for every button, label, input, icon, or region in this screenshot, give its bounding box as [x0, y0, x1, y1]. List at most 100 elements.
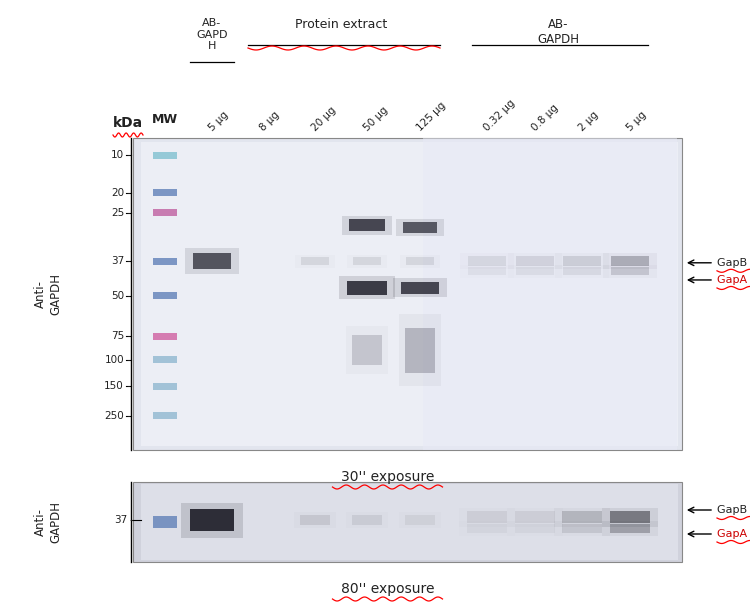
Text: 8 μg: 8 μg	[258, 109, 281, 133]
Text: 30'' exposure: 30'' exposure	[340, 470, 434, 484]
Bar	[611, 267, 649, 275]
Bar	[467, 524, 507, 533]
Text: 5 μg: 5 μg	[625, 109, 648, 133]
Bar	[153, 210, 177, 216]
Bar	[141, 142, 678, 446]
Bar	[460, 253, 514, 269]
Text: -: -	[127, 516, 134, 525]
Text: -: -	[124, 354, 130, 365]
Bar	[509, 265, 562, 277]
Text: -: -	[124, 256, 130, 266]
Bar	[153, 258, 177, 265]
Text: 150: 150	[104, 381, 124, 391]
Bar	[602, 508, 658, 527]
Bar	[610, 511, 650, 524]
Bar	[153, 516, 177, 528]
Bar	[133, 138, 682, 450]
Text: Anti-
GAPDH: Anti- GAPDH	[34, 501, 62, 543]
Bar	[185, 249, 238, 274]
Bar	[301, 257, 329, 265]
Text: 25: 25	[111, 208, 124, 218]
Text: -: -	[124, 331, 130, 341]
Bar	[193, 253, 231, 269]
Text: 50: 50	[111, 291, 124, 301]
Text: 75: 75	[111, 331, 124, 341]
Bar	[460, 265, 514, 277]
Text: 50 μg: 50 μg	[362, 105, 390, 133]
Text: 10: 10	[111, 150, 124, 160]
Text: -: -	[124, 150, 130, 160]
Bar	[554, 508, 610, 527]
Bar	[554, 521, 610, 536]
Text: 100: 100	[104, 354, 124, 365]
Text: -: -	[124, 291, 130, 301]
Text: 37: 37	[111, 256, 124, 266]
Bar	[562, 524, 602, 533]
Bar	[468, 256, 506, 266]
Bar	[399, 314, 441, 386]
Bar	[604, 253, 656, 269]
Bar	[515, 511, 555, 524]
Bar	[556, 253, 608, 269]
Bar	[563, 267, 601, 275]
Bar	[611, 256, 649, 266]
Bar	[516, 267, 554, 275]
Text: 80'' exposure: 80'' exposure	[340, 582, 434, 596]
Bar	[403, 222, 437, 233]
Bar	[509, 253, 562, 269]
Bar	[610, 524, 650, 533]
Text: 5 μg: 5 μg	[207, 109, 230, 133]
Bar	[459, 508, 515, 527]
Text: 250: 250	[104, 411, 124, 421]
Bar	[296, 255, 334, 268]
Text: AB-
GAPDH: AB- GAPDH	[538, 18, 580, 46]
Bar	[153, 332, 177, 340]
Text: GapA subunit: GapA subunit	[717, 529, 750, 539]
Text: GapB subunit: GapB subunit	[717, 505, 750, 515]
Bar	[405, 516, 435, 525]
Bar	[353, 257, 381, 265]
Bar	[153, 382, 177, 390]
Bar	[153, 412, 177, 419]
Bar	[347, 280, 387, 295]
Bar	[190, 510, 234, 532]
Bar	[399, 513, 441, 529]
Bar	[507, 521, 563, 536]
Text: -: -	[124, 411, 130, 421]
Bar	[602, 521, 658, 536]
Bar	[401, 282, 439, 293]
Bar	[405, 327, 435, 373]
Bar	[346, 326, 388, 374]
Text: 20: 20	[111, 188, 124, 197]
Bar	[556, 265, 608, 277]
Bar	[507, 508, 563, 527]
Bar	[423, 138, 677, 450]
Text: 0.32 μg: 0.32 μg	[482, 98, 517, 133]
Bar	[562, 511, 602, 524]
Text: 2 μg: 2 μg	[577, 109, 600, 133]
Text: 125 μg: 125 μg	[415, 100, 448, 133]
Text: 37: 37	[114, 516, 127, 525]
Bar	[604, 265, 656, 277]
Bar	[515, 524, 555, 533]
Text: -: -	[124, 188, 130, 197]
Text: AB-
GAPD
H: AB- GAPD H	[196, 18, 228, 51]
Text: kDa: kDa	[113, 116, 143, 130]
Bar	[467, 511, 507, 524]
Bar	[141, 484, 678, 560]
Text: Anti-
GAPDH: Anti- GAPDH	[34, 273, 62, 315]
Bar	[182, 503, 243, 538]
Bar	[352, 516, 382, 525]
Text: GapA subunit: GapA subunit	[717, 275, 750, 285]
Bar	[133, 482, 682, 562]
Bar	[342, 216, 392, 235]
Bar	[459, 521, 515, 536]
Bar	[153, 356, 177, 363]
Bar	[406, 257, 434, 265]
Text: Protein extract: Protein extract	[296, 18, 388, 31]
Text: 20 μg: 20 μg	[310, 105, 338, 133]
Bar	[339, 276, 395, 299]
Bar	[294, 513, 336, 529]
Bar	[347, 255, 386, 268]
Text: 0.8 μg: 0.8 μg	[530, 103, 560, 133]
